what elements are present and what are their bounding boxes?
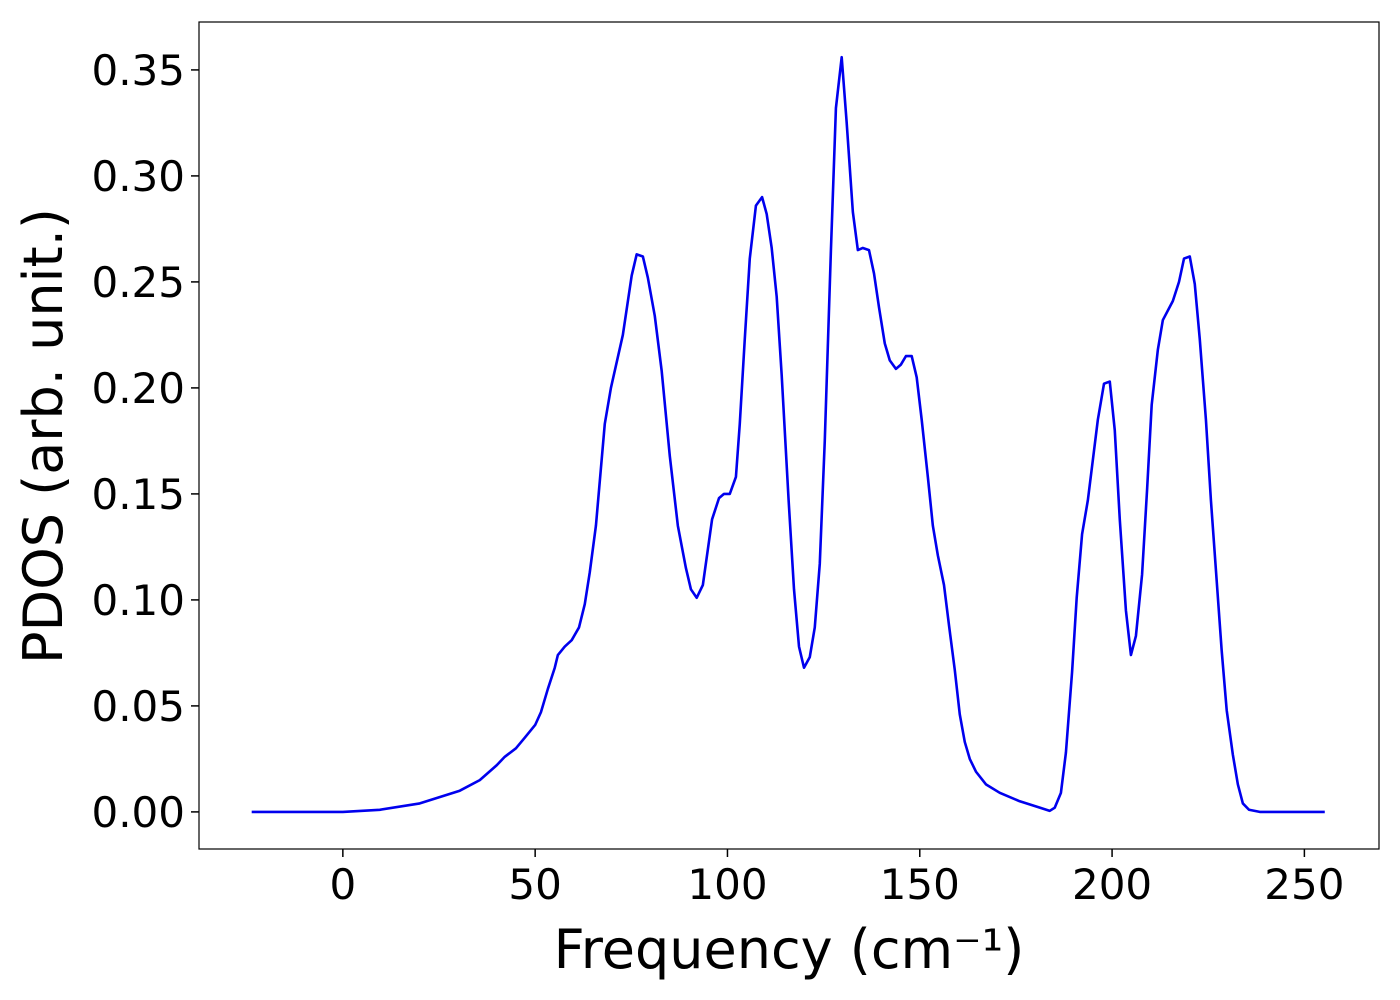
y-tick-label: 0.25: [91, 258, 185, 307]
x-tick-label: 0: [329, 860, 356, 909]
y-tick-label: 0.30: [91, 152, 185, 201]
y-tick-label: 0.15: [91, 470, 185, 519]
y-tick-label: 0.00: [91, 788, 185, 837]
y-tick-label: 0.20: [91, 364, 185, 413]
y-tick-label: 0.05: [91, 682, 185, 731]
x-tick-label: 50: [508, 860, 561, 909]
plot-frame: [198, 21, 1380, 850]
y-tick-label: 0.35: [91, 46, 185, 95]
x-tick-label: 150: [880, 860, 960, 909]
y-axis-label: PDOS (arb. unit.): [12, 208, 75, 664]
x-tick-label: 100: [687, 860, 767, 909]
y-tick-label: 0.10: [91, 576, 185, 625]
x-tick-label: 250: [1264, 860, 1344, 909]
line-series: [251, 55, 1325, 814]
x-axis-label: Frequency (cm⁻¹): [554, 918, 1025, 981]
x-tick-label: 200: [1072, 860, 1152, 909]
